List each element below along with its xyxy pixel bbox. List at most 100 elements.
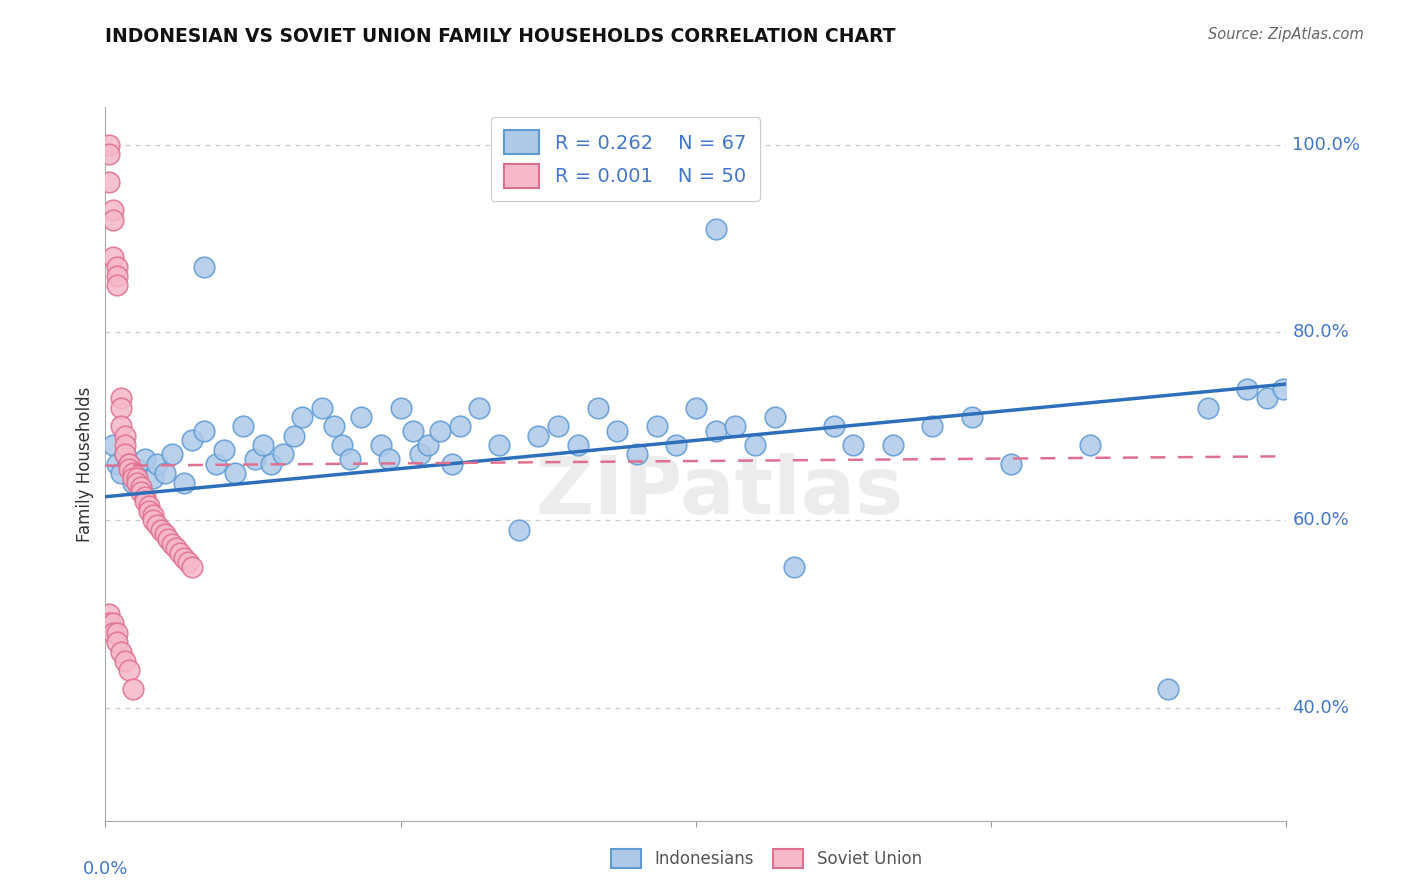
Point [193,424,215,438]
Point [138,504,160,518]
Point [449,419,471,434]
Point [105,260,128,274]
Point [149,523,172,537]
Point [224,467,246,481]
Point [330,438,353,452]
Point [145,517,167,532]
Text: ZIPatlas: ZIPatlas [536,453,904,532]
Point [401,424,423,438]
Point [429,424,451,438]
Point [110,419,132,434]
Point [105,457,128,471]
Text: INDONESIAN VS SOVIET UNION FAMILY HOUSEHOLDS CORRELATION CHART: INDONESIAN VS SOVIET UNION FAMILY HOUSEH… [105,27,896,45]
Text: 60.0%: 60.0% [1292,511,1350,529]
Point [118,664,141,678]
Point [378,452,401,467]
Point [134,494,156,508]
Point [122,682,145,697]
Point [142,513,165,527]
Point [142,508,165,523]
Point [114,438,136,452]
Point [103,438,125,452]
Point [685,401,707,415]
Point [153,527,176,541]
Point [169,546,191,560]
Point [606,424,628,438]
Point [173,475,195,490]
Point [271,447,294,461]
Point [409,447,432,461]
Point [763,409,786,424]
Y-axis label: Family Households: Family Households [76,386,94,541]
Point [243,452,266,467]
Point [114,654,136,668]
Point [1256,391,1278,405]
Point [181,560,204,574]
Point [440,457,463,471]
Text: 0.0%: 0.0% [83,860,128,878]
Point [114,428,136,442]
Point [1000,457,1022,471]
Point [181,434,204,448]
Point [921,419,943,434]
Point [212,442,235,457]
Point [165,541,187,556]
Point [744,438,766,452]
Point [110,467,132,481]
Point [103,212,125,227]
Point [125,461,148,475]
Point [842,438,865,452]
Point [704,222,727,236]
Point [114,447,136,461]
Point [98,147,121,161]
Point [665,438,688,452]
Point [98,616,121,631]
Point [105,278,128,293]
Point [103,625,125,640]
Point [134,452,156,467]
Point [173,550,195,565]
Point [626,447,648,461]
Point [311,401,333,415]
Point [291,409,314,424]
Point [960,409,983,424]
Point [322,419,344,434]
Text: 80.0%: 80.0% [1292,324,1350,342]
Point [122,467,145,481]
Point [162,447,184,461]
Point [823,419,845,434]
Point [142,471,165,485]
Point [145,457,167,471]
Point [882,438,904,452]
Point [134,490,156,504]
Point [1078,438,1101,452]
Point [586,401,609,415]
Point [527,428,550,442]
Point [103,250,125,264]
Point [129,485,152,500]
Point [110,391,132,405]
Point [98,137,121,152]
Point [204,457,226,471]
Point [105,635,128,649]
Point [114,447,136,461]
Point [122,475,145,490]
Point [153,467,176,481]
Point [389,401,412,415]
Point [645,419,668,434]
Point [724,419,747,434]
Point [468,401,491,415]
Point [125,475,148,490]
Point [260,457,283,471]
Legend: Indonesians, Soviet Union: Indonesians, Soviet Union [605,842,928,875]
Point [1197,401,1219,415]
Point [567,438,589,452]
Point [488,438,510,452]
Point [98,607,121,621]
Point [783,560,806,574]
Point [704,424,727,438]
Point [110,401,132,415]
Text: 100.0%: 100.0% [1292,136,1361,153]
Point [232,419,254,434]
Point [339,452,361,467]
